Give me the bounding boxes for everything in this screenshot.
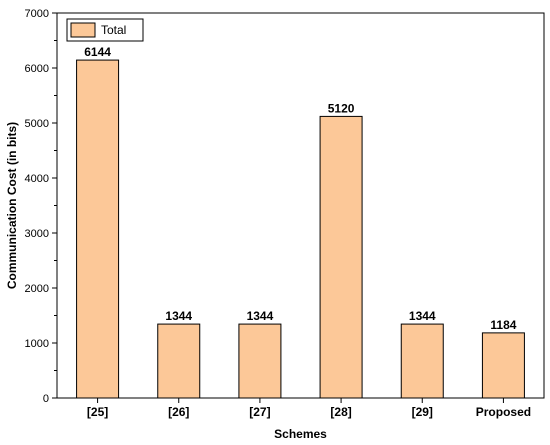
bar	[400, 323, 444, 399]
plot-frame	[56, 12, 545, 399]
data-label: 1344	[409, 309, 436, 323]
x-tick-label: [25]	[87, 405, 108, 419]
x-tick-label: [27]	[249, 405, 270, 419]
data-label: 1344	[247, 309, 274, 323]
bar	[238, 323, 282, 399]
y-tick-label: 0	[43, 393, 49, 405]
bar	[319, 115, 363, 399]
bar	[481, 332, 525, 399]
y-tick-label: 6000	[25, 63, 49, 75]
bar	[76, 59, 120, 399]
y-tick-label: 4000	[25, 173, 49, 185]
y-tick-label: 1000	[25, 338, 49, 350]
y-tick-label: 5000	[25, 118, 49, 130]
x-tick-label: [28]	[330, 405, 351, 419]
y-tick-label: 2000	[25, 283, 49, 295]
legend-label: Total	[101, 23, 126, 37]
x-tick-label: Proposed	[476, 405, 531, 419]
bar	[157, 323, 201, 399]
x-tick-label: [26]	[168, 405, 189, 419]
data-label: 1184	[490, 318, 516, 332]
y-tick-label: 7000	[25, 8, 49, 20]
y-axis-title: Communication Cost (in bits)	[5, 122, 19, 289]
plot-area: 0 1000 2000 3000 4000 5000 6000 7000 6144 [25] 134…	[5, 8, 545, 441]
data-label: 1344	[165, 309, 192, 323]
data-label: 5120	[328, 101, 355, 115]
legend-swatch	[70, 22, 96, 38]
x-tick-label: [29]	[412, 405, 433, 419]
y-tick-label: 3000	[25, 228, 49, 240]
x-axis-title: Schemes	[274, 427, 327, 441]
data-label: 6144	[84, 45, 111, 59]
